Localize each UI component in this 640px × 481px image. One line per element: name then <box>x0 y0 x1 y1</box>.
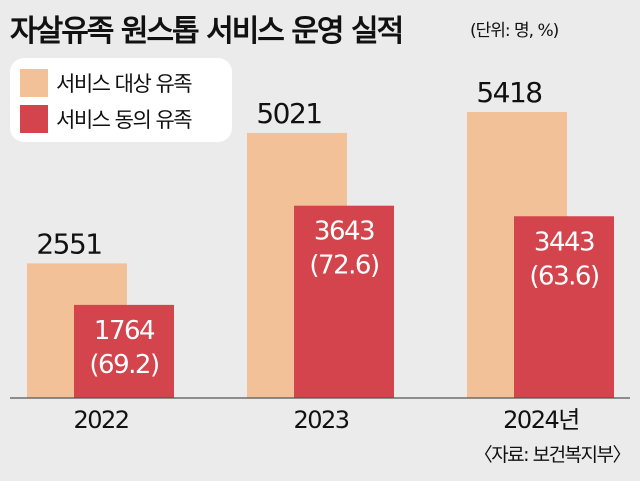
rate-label-consent-0: (69.2) <box>89 350 158 380</box>
rate-label-consent-2: (63.6) <box>529 261 598 291</box>
bar-consent-2 <box>514 216 614 398</box>
category-label-0: 2022 <box>73 406 128 434</box>
rate-label-consent-1: (72.6) <box>309 251 378 281</box>
value-label-consent-0: 1764 <box>94 316 155 346</box>
source-note: 〈자료: 보건복지부〉 <box>473 444 632 466</box>
legend: 서비스 대상 유족 서비스 동의 유족 <box>10 58 232 142</box>
category-label-1: 2023 <box>293 406 348 434</box>
chart-title: 자살유족 원스톱 서비스 운영 실적 <box>10 14 404 49</box>
value-label-consent-2: 3443 <box>534 227 594 257</box>
value-label-consent-1: 3643 <box>314 217 374 247</box>
legend-label-target: 서비스 대상 유족 <box>56 72 193 96</box>
bar-consent-0 <box>74 304 174 398</box>
value-label-target-0: 2551 <box>36 227 101 260</box>
legend-swatch-target <box>20 69 48 97</box>
category-label-2: 2024년 <box>503 406 579 434</box>
value-label-target-2: 5418 <box>476 76 541 109</box>
bar-consent-1 <box>294 205 394 398</box>
legend-item-target: 서비스 대상 유족 <box>20 68 193 98</box>
legend-label-consent: 서비스 동의 유족 <box>56 108 193 132</box>
legend-item-consent: 서비스 동의 유족 <box>20 104 193 134</box>
unit-label: (단위: 명, %) <box>470 21 559 41</box>
value-label-target-1: 5021 <box>256 97 321 130</box>
legend-swatch-consent <box>20 105 48 133</box>
